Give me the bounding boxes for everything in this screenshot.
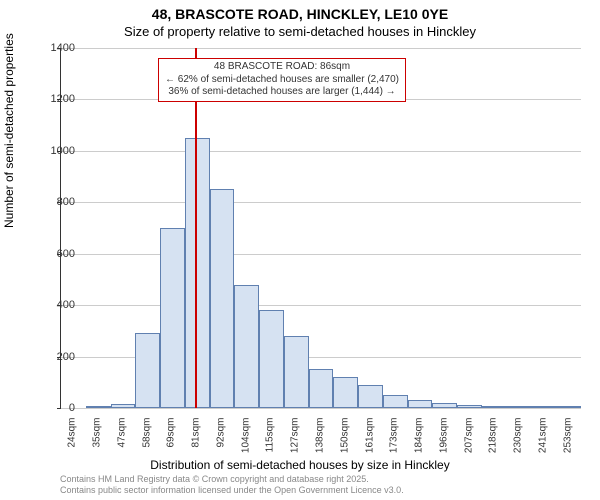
x-tick-label: 196sqm: [438, 418, 449, 468]
annotation-line-3: 36% of semi-detached houses are larger (…: [165, 86, 399, 99]
x-tick-label: 69sqm: [166, 418, 177, 468]
footer-line-1: Contains HM Land Registry data © Crown c…: [60, 474, 404, 485]
x-tick-label: 161sqm: [364, 418, 375, 468]
y-tick-label: 1400: [35, 42, 75, 54]
y-tick-label: 0: [35, 402, 75, 414]
x-tick-label: 173sqm: [389, 418, 400, 468]
histogram-bar: [383, 395, 408, 408]
histogram-bar: [309, 369, 334, 408]
x-tick-label: 81sqm: [191, 418, 202, 468]
grid-line: [61, 48, 581, 49]
histogram-bar: [507, 406, 532, 408]
grid-line: [61, 305, 581, 306]
x-tick-label: 47sqm: [116, 418, 127, 468]
histogram-bar: [482, 406, 507, 408]
histogram-bar: [432, 403, 457, 408]
histogram-bar: [259, 310, 284, 408]
x-tick-label: 253sqm: [562, 418, 573, 468]
histogram-bar: [358, 385, 383, 408]
x-tick-label: 104sqm: [240, 418, 251, 468]
chart-footer: Contains HM Land Registry data © Crown c…: [60, 474, 404, 496]
histogram-bar: [86, 406, 111, 408]
x-tick-label: 58sqm: [141, 418, 152, 468]
footer-line-2: Contains public sector information licen…: [60, 485, 404, 496]
histogram-bar: [111, 404, 136, 408]
property-size-histogram: 48, BRASCOTE ROAD, HINCKLEY, LE10 0YE Si…: [0, 0, 600, 500]
annotation-line-1: 48 BRASCOTE ROAD: 86sqm: [165, 61, 399, 74]
y-axis-label: Number of semi-detached properties: [2, 33, 16, 228]
property-marker-line: [195, 48, 197, 408]
grid-line: [61, 254, 581, 255]
histogram-bar: [457, 405, 482, 408]
x-tick-label: 241sqm: [537, 418, 548, 468]
grid-line: [61, 202, 581, 203]
histogram-bar: [234, 285, 259, 408]
annotation-line-2: ← 62% of semi-detached houses are smalle…: [165, 74, 399, 87]
annotation-box: 48 BRASCOTE ROAD: 86sqm← 62% of semi-det…: [158, 58, 406, 102]
x-tick-label: 150sqm: [339, 418, 350, 468]
y-tick-label: 800: [35, 196, 75, 208]
x-tick-label: 138sqm: [315, 418, 326, 468]
x-tick-label: 218sqm: [488, 418, 499, 468]
y-tick-label: 1200: [35, 93, 75, 105]
histogram-bar: [531, 406, 556, 408]
grid-line: [61, 408, 581, 409]
histogram-bar: [185, 138, 210, 408]
plot-area: [60, 48, 581, 409]
histogram-bar: [408, 400, 433, 408]
x-tick-label: 35sqm: [92, 418, 103, 468]
grid-line: [61, 151, 581, 152]
x-tick-label: 207sqm: [463, 418, 474, 468]
y-tick-label: 200: [35, 351, 75, 363]
x-tick-label: 184sqm: [414, 418, 425, 468]
histogram-bar: [135, 333, 160, 408]
chart-subtitle: Size of property relative to semi-detach…: [0, 24, 600, 39]
y-tick-label: 400: [35, 299, 75, 311]
histogram-bar: [556, 406, 581, 408]
x-tick-label: 230sqm: [513, 418, 524, 468]
y-tick-label: 600: [35, 248, 75, 260]
x-tick-label: 24sqm: [67, 418, 78, 468]
x-tick-label: 92sqm: [215, 418, 226, 468]
histogram-bar: [333, 377, 358, 408]
chart-title: 48, BRASCOTE ROAD, HINCKLEY, LE10 0YE: [0, 6, 600, 22]
histogram-bar: [210, 189, 235, 408]
histogram-bar: [160, 228, 185, 408]
histogram-bar: [284, 336, 309, 408]
y-tick-label: 1000: [35, 145, 75, 157]
x-tick-label: 115sqm: [265, 418, 276, 468]
x-tick-label: 127sqm: [290, 418, 301, 468]
